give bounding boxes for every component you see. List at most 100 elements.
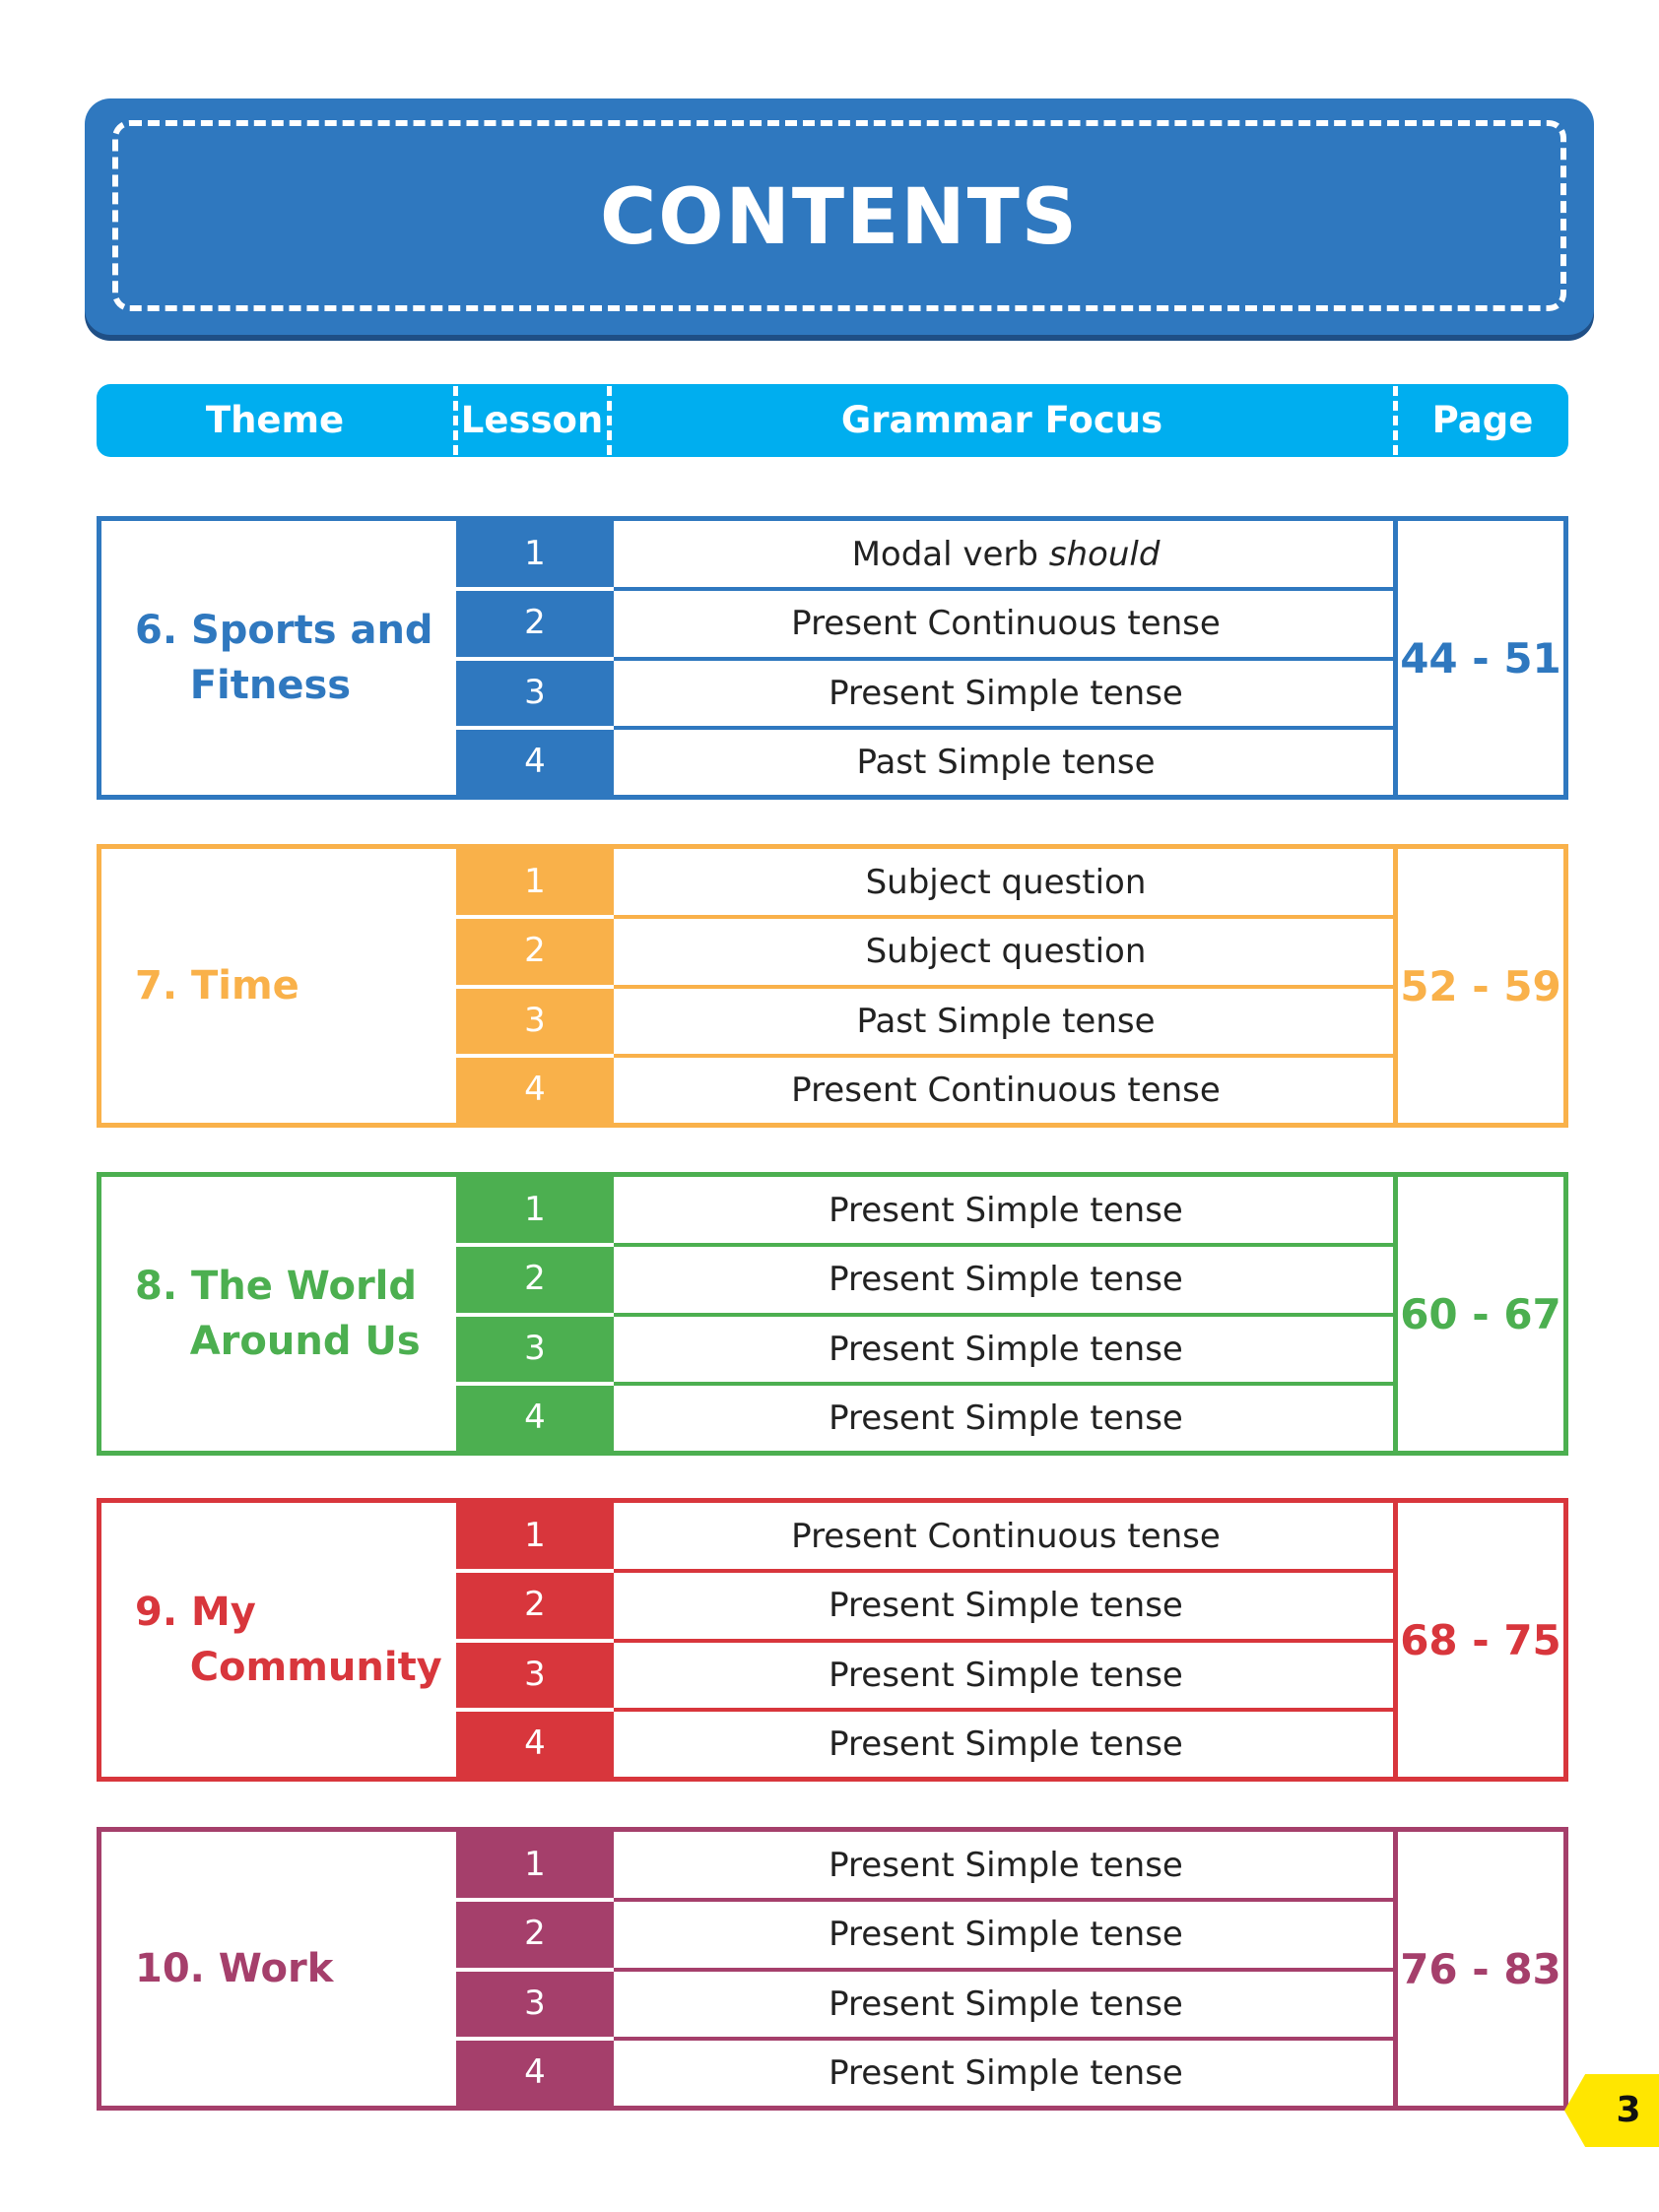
row-divider (614, 985, 1398, 989)
header-divider (453, 386, 458, 455)
grammar-focus-item: Present Simple tense (829, 1399, 1183, 1438)
contents-banner: CONTENTS (85, 98, 1594, 335)
row-divider (614, 1639, 1398, 1643)
grammar-focus-column: Present Simple tense Present Simple tense… (614, 1832, 1496, 2106)
theme-block: 9. My Community 1 2 3 4 Present Continuous te… (97, 1498, 1568, 1782)
header-divider (1393, 386, 1398, 455)
grammar-focus-item: Present Simple tense (829, 1260, 1183, 1299)
lesson-number: 4 (524, 742, 546, 781)
banner-dashed-border (112, 120, 1566, 311)
lesson-number: 3 (524, 673, 546, 712)
header-grammar-focus: Grammar Focus (840, 399, 1163, 441)
theme-title: 9. My Community (101, 1503, 456, 1777)
lesson-number: 1 (524, 1190, 546, 1229)
lesson-number: 1 (524, 862, 546, 901)
row-divider (614, 1313, 1398, 1317)
row-divider (614, 587, 1398, 591)
lesson-number: 2 (524, 1914, 546, 1953)
header-lesson: Lesson (460, 399, 604, 441)
lesson-divider (456, 1313, 614, 1317)
grammar-focus-item: Present Simple tense (829, 1586, 1183, 1625)
theme-title: 8. The World Around Us (101, 1177, 456, 1451)
lesson-number: 2 (524, 603, 546, 642)
row-divider (614, 1569, 1398, 1573)
lesson-divider (456, 1639, 614, 1643)
grammar-focus-item: Present Simple tense (829, 1724, 1183, 1764)
theme-name: 9. My Community (135, 1590, 442, 1690)
lesson-number: 4 (524, 1724, 546, 1763)
page-range: 68 - 75 (1393, 1503, 1563, 1777)
grammar-focus-column: Present Simple tense Present Simple tense… (614, 1177, 1496, 1451)
row-divider (614, 1382, 1398, 1386)
grammar-focus-item: Present Simple tense (829, 1915, 1183, 1954)
table-header: Theme Lesson Grammar Focus Page (97, 384, 1568, 457)
grammar-focus-column: Present Continuous tense Present Simple t… (614, 1503, 1496, 1777)
lesson-number: 4 (524, 1398, 546, 1437)
lesson-divider (456, 657, 614, 661)
row-divider (614, 2037, 1398, 2041)
grammar-focus-item: Subject question (865, 863, 1147, 902)
page-range: 76 - 83 (1393, 1832, 1563, 2106)
lesson-number: 1 (524, 1845, 546, 1884)
theme-name: 6. Sports and Fitness (135, 608, 433, 708)
theme-block: 7. Time 1 2 3 4 Subject question Subject quest… (97, 844, 1568, 1128)
grammar-focus-item: Present Simple tense (829, 674, 1183, 713)
row-divider (614, 1054, 1398, 1058)
lesson-divider (456, 985, 614, 989)
lesson-number: 1 (524, 534, 546, 573)
theme-block: 10. Work 1 2 3 4 Present Simple tense Present … (97, 1827, 1568, 2111)
theme-name: 8. The World Around Us (135, 1264, 421, 1364)
italic-modal-word: should (1048, 535, 1161, 574)
header-theme: Theme (205, 399, 345, 441)
lesson-number: 3 (524, 1984, 546, 2023)
theme-block: 6. Sports and Fitness 1 2 3 4 Modal verb shou… (97, 516, 1568, 800)
row-divider (614, 1898, 1398, 1902)
grammar-focus-column: Subject question Subject question Past Sim… (614, 849, 1496, 1123)
page-range: 52 - 59 (1393, 849, 1563, 1123)
lesson-divider (456, 1243, 614, 1247)
lesson-number: 2 (524, 931, 546, 970)
lesson-divider (456, 1382, 614, 1386)
lesson-number: 3 (524, 1655, 546, 1694)
grammar-focus-item: Present Simple tense (829, 2053, 1183, 2093)
grammar-focus-item: Present Simple tense (829, 1330, 1183, 1369)
lesson-number: 3 (524, 1001, 546, 1040)
page-number-tab: 3 (1564, 2074, 1659, 2147)
theme-title: 6. Sports and Fitness (101, 521, 456, 795)
lesson-divider (456, 726, 614, 730)
grammar-focus-item: Present Simple tense (829, 1846, 1183, 1885)
grammar-focus-item: Modal verb should (851, 535, 1161, 574)
lesson-divider (456, 1708, 614, 1712)
lesson-divider (456, 587, 614, 591)
grammar-focus-column: Modal verb should Present Continuous tens… (614, 521, 1496, 795)
grammar-focus-item: Past Simple tense (856, 743, 1156, 782)
lesson-number: 4 (524, 1070, 546, 1109)
row-divider (614, 1968, 1398, 1972)
lesson-number: 2 (524, 1585, 546, 1624)
header-divider (607, 386, 612, 455)
lesson-number: 4 (524, 2052, 546, 2092)
lesson-divider (456, 2037, 614, 2041)
page-title: CONTENTS (600, 173, 1079, 262)
theme-name: 7. Time (135, 963, 299, 1008)
lesson-divider (456, 1054, 614, 1058)
row-divider (614, 1708, 1398, 1712)
lesson-number: 1 (524, 1516, 546, 1555)
grammar-focus-item: Present Continuous tense (791, 604, 1221, 643)
grammar-focus-item: Subject question (865, 932, 1147, 971)
header-page: Page (1431, 399, 1534, 441)
row-divider (614, 657, 1398, 661)
grammar-focus-item: Present Continuous tense (791, 1517, 1221, 1556)
theme-block: 8. The World Around Us 1 2 3 4 Present Simple… (97, 1172, 1568, 1456)
lesson-divider (456, 1569, 614, 1573)
theme-title: 7. Time (101, 849, 456, 1123)
page-number: 3 (1616, 2090, 1641, 2130)
grammar-focus-item: Past Simple tense (856, 1002, 1156, 1041)
theme-title: 10. Work (101, 1832, 456, 2106)
lesson-divider (456, 1968, 614, 1972)
grammar-focus-item: Present Simple tense (829, 1656, 1183, 1695)
row-divider (614, 915, 1398, 919)
row-divider (614, 1243, 1398, 1247)
page-range: 44 - 51 (1393, 521, 1563, 795)
lesson-divider (456, 1898, 614, 1902)
